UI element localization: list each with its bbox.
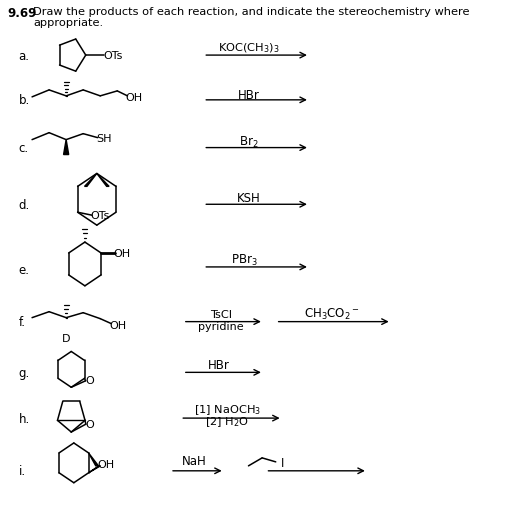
Text: HBr: HBr: [208, 358, 230, 371]
Text: h.: h.: [18, 412, 30, 425]
Text: TsCl: TsCl: [210, 309, 232, 319]
Text: D: D: [62, 333, 70, 343]
Text: a.: a.: [18, 49, 29, 63]
Text: Br$_2$: Br$_2$: [239, 135, 258, 150]
Text: i.: i.: [18, 464, 25, 477]
Text: OTs: OTs: [90, 211, 110, 221]
Text: O: O: [86, 375, 94, 385]
Text: e.: e.: [18, 264, 29, 277]
Text: OTs: OTs: [103, 51, 123, 61]
Text: c.: c.: [18, 142, 28, 155]
Text: 9.69: 9.69: [8, 7, 37, 20]
Text: SH: SH: [97, 133, 112, 144]
Text: OH: OH: [126, 93, 143, 103]
Text: KSH: KSH: [237, 191, 261, 205]
Text: OH: OH: [97, 459, 114, 469]
Text: [2] H$_2$O: [2] H$_2$O: [205, 414, 249, 428]
Text: g.: g.: [18, 366, 30, 379]
Text: I: I: [281, 457, 284, 469]
Text: NaH: NaH: [182, 455, 206, 467]
Text: HBr: HBr: [238, 89, 260, 102]
Text: f.: f.: [18, 316, 25, 328]
Text: appropriate.: appropriate.: [33, 18, 103, 28]
Text: pyridine: pyridine: [198, 321, 244, 331]
Polygon shape: [63, 140, 68, 155]
Text: CH$_3$CO$_2$$^-$: CH$_3$CO$_2$$^-$: [304, 306, 360, 322]
Polygon shape: [85, 174, 97, 187]
Text: O: O: [86, 419, 94, 430]
Text: PBr$_3$: PBr$_3$: [231, 252, 258, 267]
Text: b.: b.: [18, 94, 30, 107]
Text: OH: OH: [110, 320, 127, 330]
Text: OH: OH: [113, 248, 130, 259]
Polygon shape: [97, 174, 109, 187]
Text: Draw the products of each reaction, and indicate the stereochemistry where: Draw the products of each reaction, and …: [33, 7, 469, 17]
Text: d.: d.: [18, 199, 30, 211]
Polygon shape: [89, 466, 100, 473]
Text: KOC(CH$_3$)$_3$: KOC(CH$_3$)$_3$: [218, 41, 279, 55]
Text: [1] NaOCH$_3$: [1] NaOCH$_3$: [194, 403, 261, 416]
Polygon shape: [89, 453, 98, 466]
